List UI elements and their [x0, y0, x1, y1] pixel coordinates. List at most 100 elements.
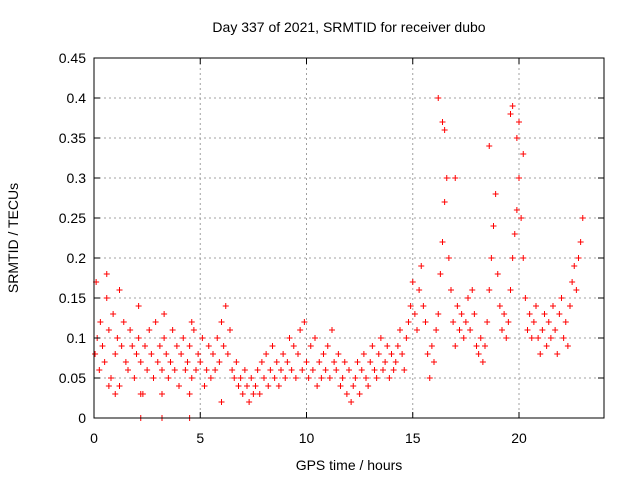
data-point [509, 255, 516, 261]
data-point [122, 359, 129, 365]
data-point [205, 343, 212, 349]
data-point [144, 367, 151, 373]
y-tick-label: 0.3 [67, 170, 87, 186]
x-tick-label: 0 [90, 430, 98, 446]
data-point [214, 335, 221, 341]
data-point [382, 359, 389, 365]
data-point [169, 327, 176, 333]
data-point [350, 383, 357, 389]
data-point [186, 343, 193, 349]
data-point [197, 359, 204, 365]
data-point [318, 375, 325, 381]
data-point [473, 343, 480, 349]
data-point [418, 263, 425, 269]
data-point [545, 319, 552, 325]
data-point [501, 311, 508, 317]
data-point [452, 343, 459, 349]
data-point [212, 367, 219, 373]
x-tick-label: 20 [511, 430, 527, 446]
data-point [331, 359, 338, 365]
data-point [131, 375, 138, 381]
data-point [358, 367, 365, 373]
data-point [365, 383, 372, 389]
data-point [159, 367, 165, 373]
data-point [110, 311, 117, 317]
data-point [269, 343, 276, 349]
data-point [571, 263, 578, 269]
data-point [360, 351, 367, 357]
data-point [437, 271, 444, 277]
data-point [456, 327, 463, 333]
data-point [282, 375, 289, 381]
data-point [541, 311, 548, 317]
data-point [309, 367, 316, 373]
data-point [244, 383, 250, 389]
data-point [180, 335, 187, 341]
data-point [511, 231, 518, 237]
data-point [431, 359, 437, 365]
data-point [195, 351, 202, 357]
y-tick-label: 0.25 [59, 210, 86, 226]
data-point [550, 303, 556, 309]
data-point [392, 359, 399, 365]
y-tick-label: 0.15 [59, 290, 86, 306]
data-point [435, 95, 442, 101]
data-point [388, 351, 395, 357]
data-point [401, 367, 408, 373]
data-point [154, 359, 161, 365]
data-point [210, 351, 216, 357]
data-point [288, 367, 295, 373]
data-point [207, 375, 214, 381]
data-point [439, 239, 446, 245]
data-point [125, 367, 131, 373]
data-point [165, 375, 172, 381]
y-tick-label: 0.45 [59, 50, 86, 66]
data-point [184, 359, 191, 365]
data-point [507, 111, 514, 117]
data-point [116, 383, 123, 389]
data-point [509, 103, 516, 109]
data-point [312, 335, 318, 341]
data-point [371, 367, 378, 373]
data-point [526, 311, 533, 317]
data-point [494, 271, 501, 277]
data-point [152, 319, 159, 325]
data-point [460, 335, 467, 341]
data-point [386, 375, 393, 381]
data-point [352, 375, 359, 381]
data-point [533, 303, 539, 309]
data-point [173, 343, 180, 349]
data-point [239, 391, 246, 397]
data-point [250, 391, 257, 397]
data-point [105, 383, 112, 389]
data-point [528, 335, 535, 341]
data-point [284, 359, 291, 365]
data-point [488, 255, 495, 261]
data-point [556, 311, 563, 317]
data-point [513, 207, 520, 213]
data-point [127, 327, 134, 333]
data-point [520, 151, 527, 157]
data-point [92, 351, 99, 357]
data-point [99, 343, 106, 349]
data-point [278, 367, 284, 373]
data-point [409, 279, 416, 285]
x-tick-label: 5 [196, 430, 204, 446]
data-point [290, 343, 297, 349]
data-point [539, 327, 546, 333]
data-point [97, 319, 104, 325]
data-point [443, 175, 450, 181]
data-point [261, 375, 267, 381]
data-point [343, 391, 350, 397]
data-point [231, 375, 238, 381]
data-point [346, 367, 352, 373]
data-points [92, 95, 586, 421]
data-point [229, 367, 236, 373]
data-point [394, 343, 401, 349]
data-point [384, 343, 391, 349]
y-tick-label: 0.35 [59, 130, 86, 146]
data-point [399, 351, 406, 357]
data-point [112, 391, 119, 397]
data-point [186, 391, 193, 397]
data-point [307, 343, 314, 349]
